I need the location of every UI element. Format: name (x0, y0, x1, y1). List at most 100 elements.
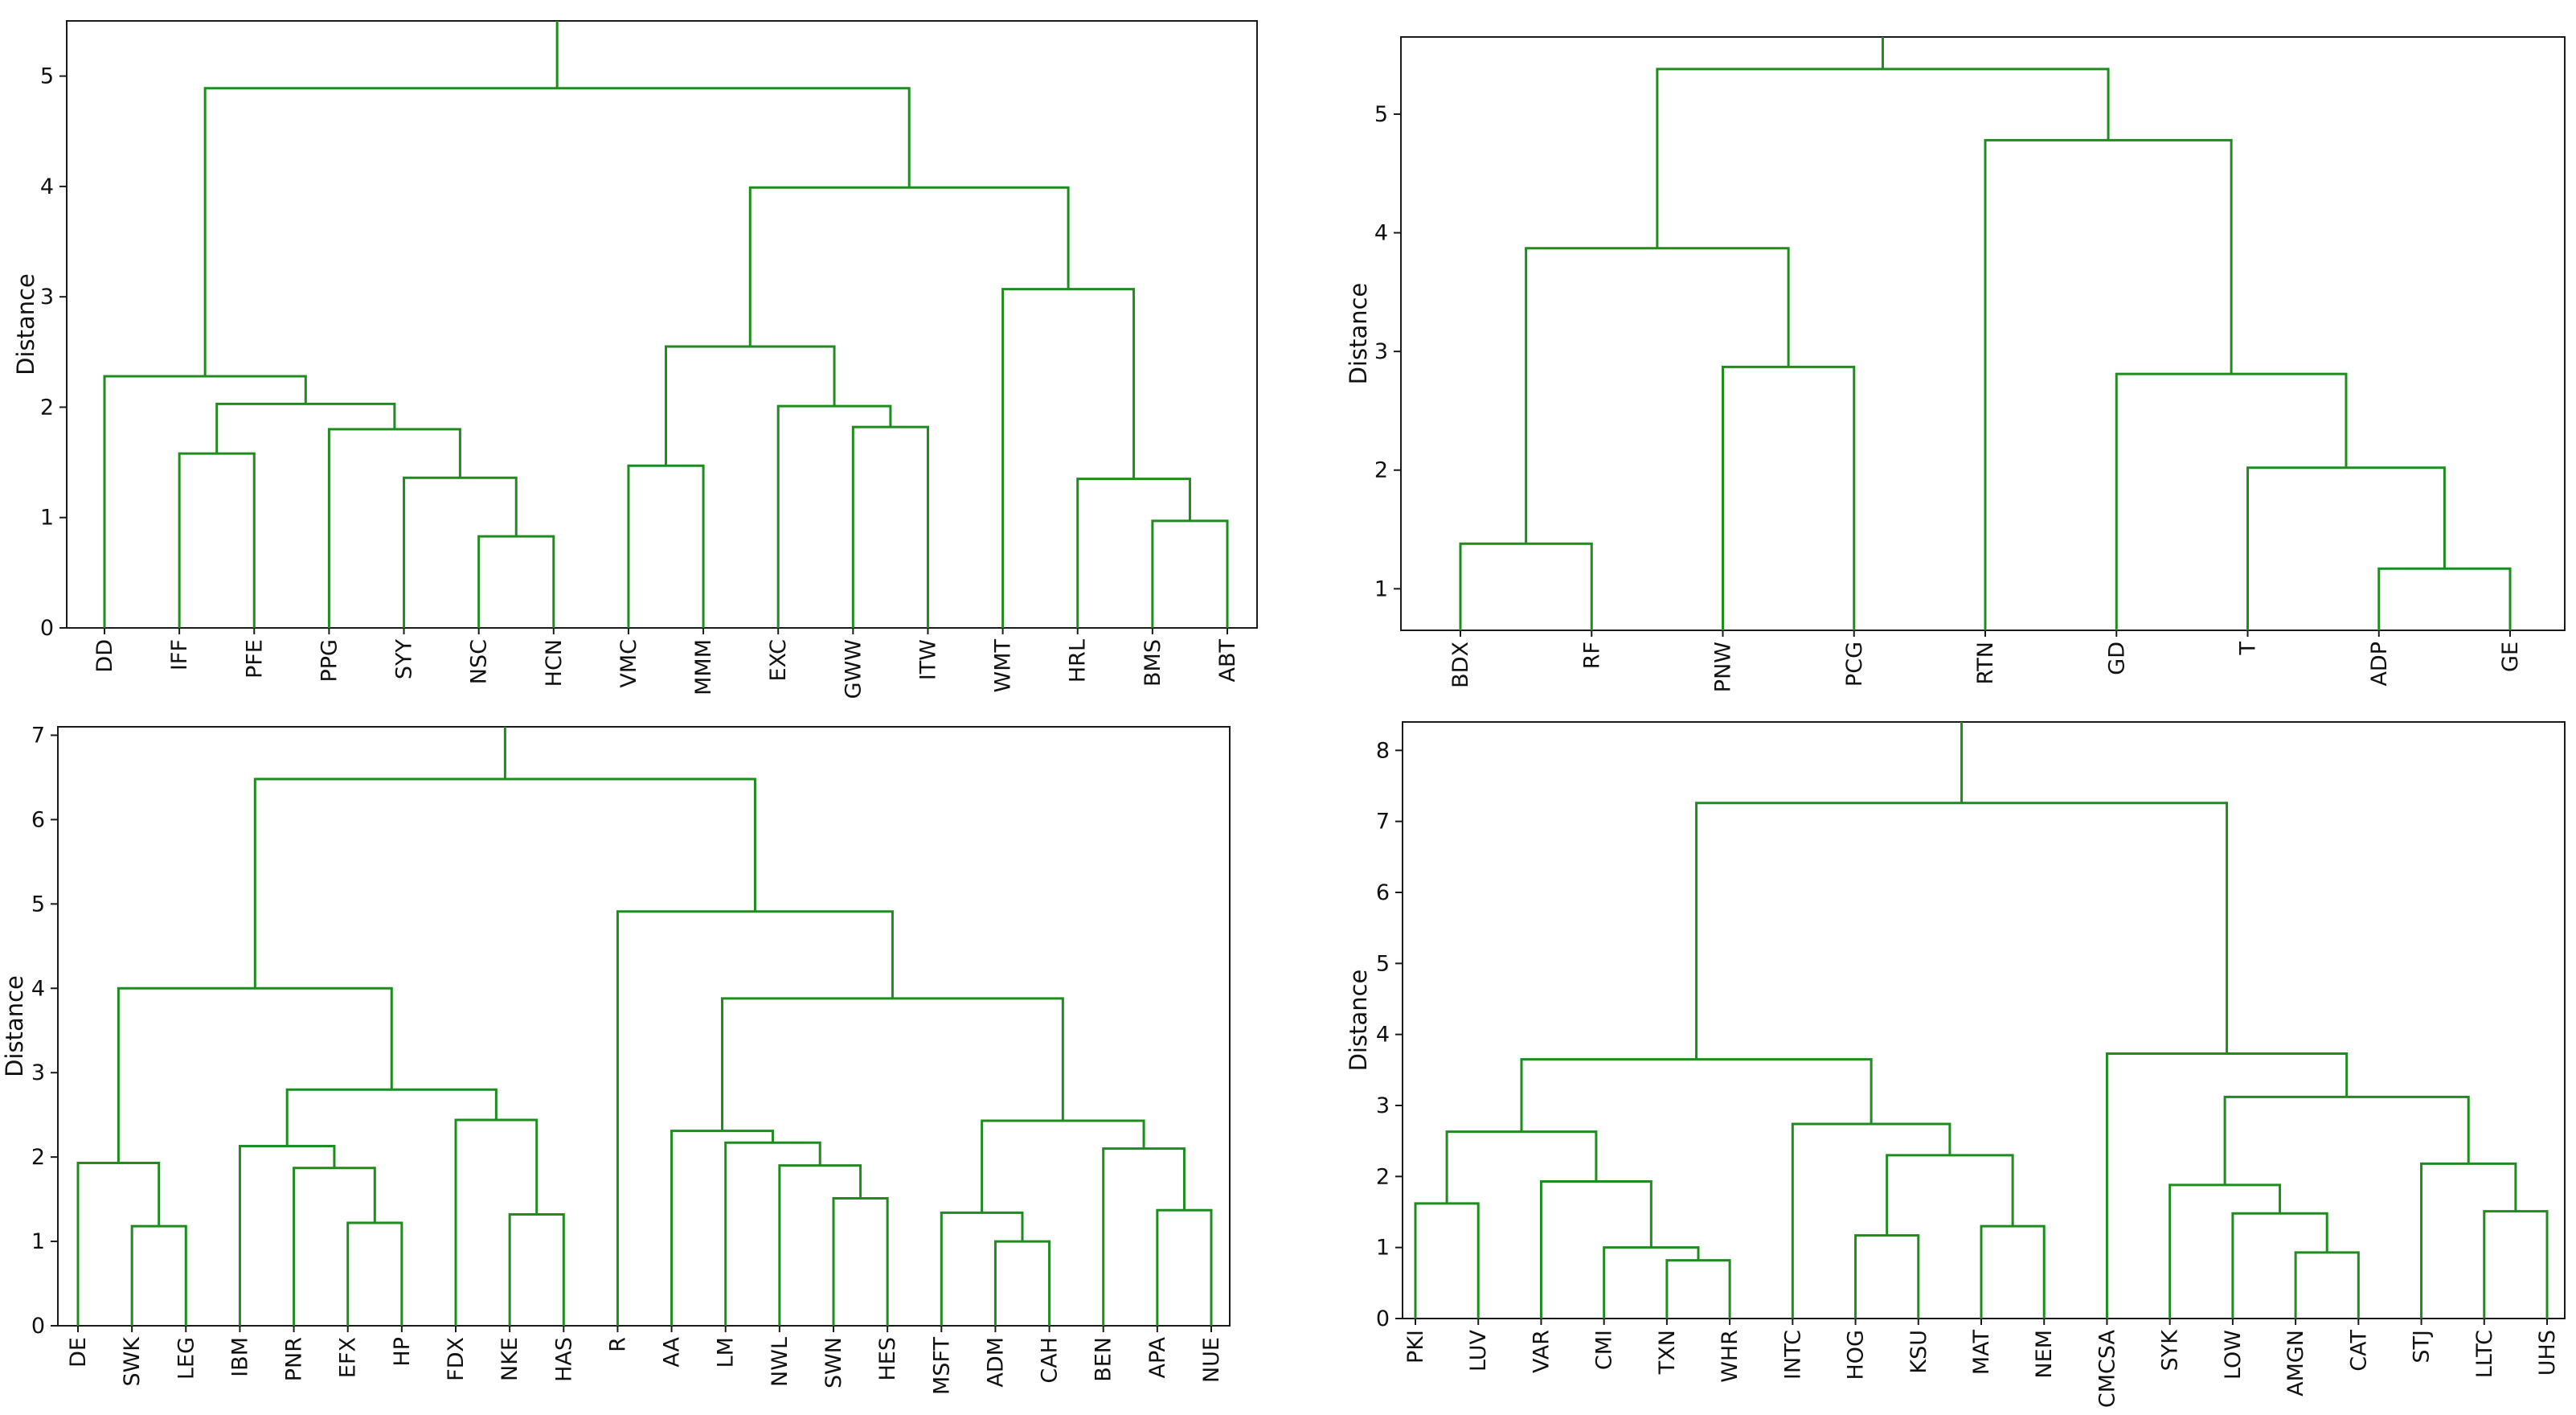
dendrogram-link (327, 428, 461, 628)
dendrogram-panel-4: 0 1 2 3 4 5 6 7 8 Distance PKI LUV VAR CMI TXN WHR INTC H… (1345, 721, 2566, 1408)
y-tick-label: 4 (31, 976, 45, 1001)
dendrogram-link (2294, 1251, 2360, 1319)
leaf-label: HOG (1844, 1330, 1869, 1380)
y-tick-label: 2 (1374, 458, 1388, 483)
dendrogram-link (1445, 1130, 1598, 1204)
leaf-label: VAR (1529, 1330, 1554, 1373)
dendrogram-link (1854, 1234, 1920, 1319)
dendrogram-link (2169, 1183, 2282, 1319)
dendrogram-link (1076, 478, 1191, 628)
leaf-label: APA (1145, 1336, 1170, 1378)
dendrogram-link (1722, 365, 1856, 630)
leaf-label: DD (92, 639, 117, 673)
leaf-label: ADM (983, 1337, 1008, 1388)
dendrogram-link (2115, 372, 2348, 630)
leaf-label: WMT (991, 639, 1016, 693)
dendrogram-link (2377, 567, 2512, 630)
dendrogram-link (1102, 1147, 1186, 1326)
dendrogram-link (1980, 1224, 2046, 1319)
dendrogram-link (627, 464, 705, 628)
leaf-label: ADP (2367, 642, 2392, 687)
dendrogram-link (2105, 1052, 2349, 1319)
leaf-label: FDX (444, 1337, 469, 1381)
leaf-label: R (605, 1337, 630, 1352)
y-tick-label: 4 (1376, 1023, 1390, 1048)
leaf-label: EXC (766, 639, 791, 681)
dendrogram-link (1156, 1208, 1213, 1326)
leaf-label: PPG (317, 639, 342, 683)
leaf-label: INTC (1780, 1330, 1805, 1380)
y-tick-label: 2 (40, 395, 54, 420)
leaf-label: RTN (1973, 642, 1998, 685)
dendrogram-link (346, 1221, 403, 1326)
dendrogram-link (238, 1145, 336, 1326)
plot-frame (66, 20, 1258, 629)
leaf-label: HCN (542, 639, 567, 687)
leaf-label: GWW (841, 639, 866, 699)
leaf-label: CAH (1038, 1337, 1063, 1384)
leaf-label: BDX (1448, 642, 1473, 688)
plot-frame (1402, 721, 2566, 1319)
leaf-label: UHS (2535, 1330, 2560, 1376)
dendrogram-link (130, 1224, 187, 1326)
leaf-label: MSFT (929, 1336, 954, 1394)
dendrogram-link (1656, 68, 2110, 248)
dendrogram-link (616, 910, 894, 1326)
y-tick-label: 8 (1376, 738, 1390, 763)
leaf-label: GD (2104, 642, 2129, 675)
dendrogram-link (178, 452, 256, 628)
leaf-label: PKI (1403, 1330, 1428, 1364)
dendrogram-link (670, 1130, 774, 1326)
plot-frame (1400, 36, 2566, 631)
y-tick-label: 4 (1374, 221, 1388, 246)
leaf-label: CMI (1592, 1330, 1617, 1370)
leaf-label: T (2236, 642, 2261, 656)
leaf-label: ITW (915, 639, 940, 680)
leaf-label: HAS (551, 1337, 576, 1382)
y-tick-label: 6 (31, 807, 45, 832)
dendrogram-link (2420, 1162, 2517, 1319)
dendrogram-link (403, 476, 518, 628)
y-tick-label: 5 (1374, 102, 1388, 127)
y-tick-label: 6 (1376, 880, 1390, 905)
leaf-label: ABT (1215, 639, 1240, 683)
dendrogram-link (2246, 466, 2446, 630)
dendrogram-link (1539, 1180, 1652, 1319)
leaf-label: DE (66, 1337, 91, 1368)
dendrogram-link (117, 986, 393, 1163)
dendrogram-link (1665, 1259, 1731, 1319)
y-axis-label: Distance (1, 975, 28, 1077)
leaf-label: MMM (691, 639, 716, 695)
dendrogram-link (1603, 1246, 1700, 1319)
dendrogram-link (851, 425, 929, 628)
dendrogram-panel-2: 1 2 3 4 5 Distance BDX RF PNW PCG RTN GD T ADP GE (1345, 36, 2566, 692)
dendrogram-link (981, 1119, 1145, 1213)
dendrogram-link (724, 1141, 821, 1326)
y-tick-label: 3 (40, 285, 54, 310)
dendrogram-link (454, 1118, 539, 1326)
leaf-label: NEM (2032, 1330, 2057, 1379)
y-tick-label: 3 (31, 1060, 45, 1085)
leaf-label: PNW (1711, 642, 1736, 692)
leaf-label: SYY (392, 638, 417, 679)
leaf-label: AMGN (2283, 1330, 2308, 1397)
leaf-label: SWK (120, 1336, 145, 1387)
leaf-label: LLTC (2472, 1330, 2497, 1378)
leaf-label: KSU (1906, 1330, 1931, 1374)
leaf-label: RF (1579, 642, 1604, 669)
y-axis-label: Distance (1345, 970, 1372, 1072)
leaf-label: NSC (467, 639, 492, 684)
leaf-label: HRL (1066, 639, 1091, 683)
dendrogram-link (2231, 1212, 2328, 1319)
dendrogram-link (776, 404, 892, 628)
dendrogram-link (1886, 1154, 2014, 1236)
dendrogram-link (940, 1211, 1024, 1326)
dendrogram-link (1414, 1202, 1480, 1319)
leaf-label: MAT (1969, 1330, 1994, 1376)
dendrogram-link (508, 1212, 565, 1326)
y-tick-label: 1 (31, 1229, 45, 1254)
dendrogram-link (993, 1240, 1051, 1326)
dendrogram-link (1459, 542, 1593, 630)
leaf-label: NWL (768, 1337, 792, 1387)
